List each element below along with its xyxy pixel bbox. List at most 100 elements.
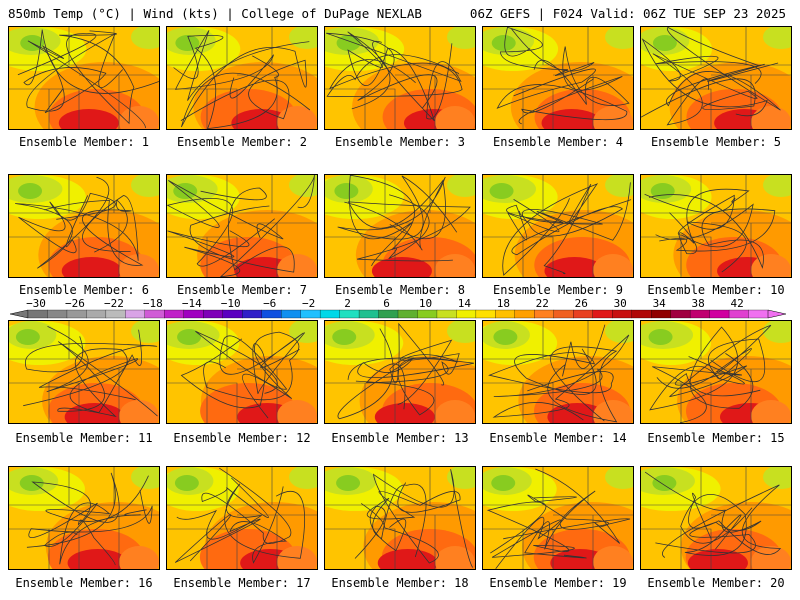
colorbar-swatch xyxy=(689,309,710,319)
temperature-map xyxy=(9,467,159,569)
member-caption: Ensemble Member: 8 xyxy=(334,283,466,297)
colorbar-swatch xyxy=(358,309,379,319)
colorbar-swatch xyxy=(514,309,535,319)
member-panel xyxy=(8,26,160,130)
member-panel xyxy=(324,466,476,570)
member-caption: Ensemble Member: 17 xyxy=(173,576,311,590)
colorbar-swatch xyxy=(164,309,185,319)
member-caption: Ensemble Member: 9 xyxy=(492,283,624,297)
colorbar-swatch xyxy=(144,309,165,319)
colorbar-swatch xyxy=(592,309,613,319)
colorbar-swatch xyxy=(281,309,301,319)
member-panel xyxy=(324,26,476,130)
member-panel xyxy=(324,320,476,424)
colorbar-tick-label: 42 xyxy=(730,298,743,310)
colorbar-swatch xyxy=(222,309,243,319)
colorbar-tick-label: 2 xyxy=(344,298,351,310)
temperature-map xyxy=(325,27,475,129)
member-panel xyxy=(166,320,318,424)
temperature-map xyxy=(641,467,791,569)
temperature-map xyxy=(167,175,317,277)
colorbar-tick-label: 22 xyxy=(536,298,549,310)
colorbar-swatch xyxy=(612,309,633,319)
member-caption: Ensemble Member: 6 xyxy=(18,283,150,297)
run-valid-time: 06Z GEFS | F024 Valid: 06Z TUE SEP 23 20… xyxy=(469,6,786,21)
colorbar-tick-label: 26 xyxy=(575,298,588,310)
colorbar-swatch xyxy=(203,309,224,319)
colorbar-swatch xyxy=(748,309,769,319)
member-caption: Ensemble Member: 15 xyxy=(647,431,785,445)
colorbar-tick-label: 30 xyxy=(614,298,627,310)
colorbar-swatch xyxy=(47,309,68,319)
colorbar-tick-label: 38 xyxy=(691,298,704,310)
colorbar-swatch xyxy=(456,309,477,319)
temperature-map xyxy=(167,321,317,423)
colorbar-tick-label: 34 xyxy=(653,298,667,310)
colorbar-swatch xyxy=(709,309,730,319)
member-caption: Ensemble Member: 3 xyxy=(334,135,466,149)
temperature-map xyxy=(9,175,159,277)
temperature-map xyxy=(483,27,633,129)
colorbar-tick-label: 14 xyxy=(458,298,472,310)
colorbar-tick-label: −22 xyxy=(104,298,124,310)
colorbar-swatch xyxy=(105,309,126,319)
colorbar-tick-label: −6 xyxy=(263,298,276,310)
temperature-map xyxy=(167,467,317,569)
member-caption: Ensemble Member: 12 xyxy=(173,431,311,445)
member-panel xyxy=(8,320,160,424)
colorbar-tick-label: −10 xyxy=(221,298,241,310)
member-caption: Ensemble Member: 7 xyxy=(176,283,308,297)
temperature-map xyxy=(483,467,633,569)
colorbar-swatch xyxy=(183,309,204,319)
member-panel xyxy=(640,174,792,278)
temperature-map xyxy=(325,175,475,277)
colorbar-swatch xyxy=(300,309,321,319)
member-caption: Ensemble Member: 20 xyxy=(647,576,785,590)
member-caption: Ensemble Member: 19 xyxy=(489,576,627,590)
temperature-map xyxy=(167,27,317,129)
member-panel xyxy=(640,466,792,570)
temperature-colorbar: −30 −26 −22 −18 −14 −10 −6 −2 2 6 10 14 18 22 26 30 34 38… xyxy=(9,298,787,319)
colorbar-swatch xyxy=(670,309,691,319)
member-caption: Ensemble Member: 4 xyxy=(492,135,624,149)
temperature-map xyxy=(325,321,475,423)
colorbar-tick-label: −26 xyxy=(65,298,85,310)
temperature-map xyxy=(483,175,633,277)
member-caption: Ensemble Member: 5 xyxy=(650,135,782,149)
colorbar-tick-label: −18 xyxy=(143,298,163,310)
member-panel xyxy=(166,466,318,570)
temperature-map xyxy=(641,27,791,129)
member-caption: Ensemble Member: 1 xyxy=(18,135,150,149)
temperature-map xyxy=(9,27,159,129)
colorbar-swatch xyxy=(475,309,496,319)
colorbar-swatch xyxy=(631,309,652,319)
colorbar-swatch xyxy=(242,309,263,319)
colorbar-swatch xyxy=(261,309,282,319)
colorbar-tick-label: −30 xyxy=(26,298,46,310)
member-caption: Ensemble Member: 13 xyxy=(331,431,469,445)
temperature-map xyxy=(641,175,791,277)
member-caption: Ensemble Member: 11 xyxy=(15,431,153,445)
page-title: 850mb Temp (°C) | Wind (kts) | College o… xyxy=(8,6,422,21)
colorbar-swatch xyxy=(66,309,87,319)
colorbar-tick-label: 6 xyxy=(383,298,390,310)
colorbar-tick-label: −2 xyxy=(302,298,315,310)
colorbar-arrow-low xyxy=(9,309,29,319)
colorbar-swatch xyxy=(125,309,146,319)
colorbar-tick-label: 18 xyxy=(497,298,510,310)
temperature-map xyxy=(325,467,475,569)
colorbar-swatch xyxy=(86,309,107,319)
member-panel xyxy=(8,466,160,570)
colorbar-swatch xyxy=(728,309,749,319)
member-panel xyxy=(8,174,160,278)
member-panel xyxy=(482,26,634,130)
member-panel xyxy=(640,26,792,130)
temperature-map xyxy=(483,321,633,423)
member-caption: Ensemble Member: 2 xyxy=(176,135,308,149)
colorbar-arrow-high xyxy=(767,309,787,319)
colorbar-swatch xyxy=(436,309,457,319)
temperature-map xyxy=(9,321,159,423)
colorbar-swatch xyxy=(495,309,516,319)
member-panel xyxy=(166,26,318,130)
temperature-map xyxy=(641,321,791,423)
